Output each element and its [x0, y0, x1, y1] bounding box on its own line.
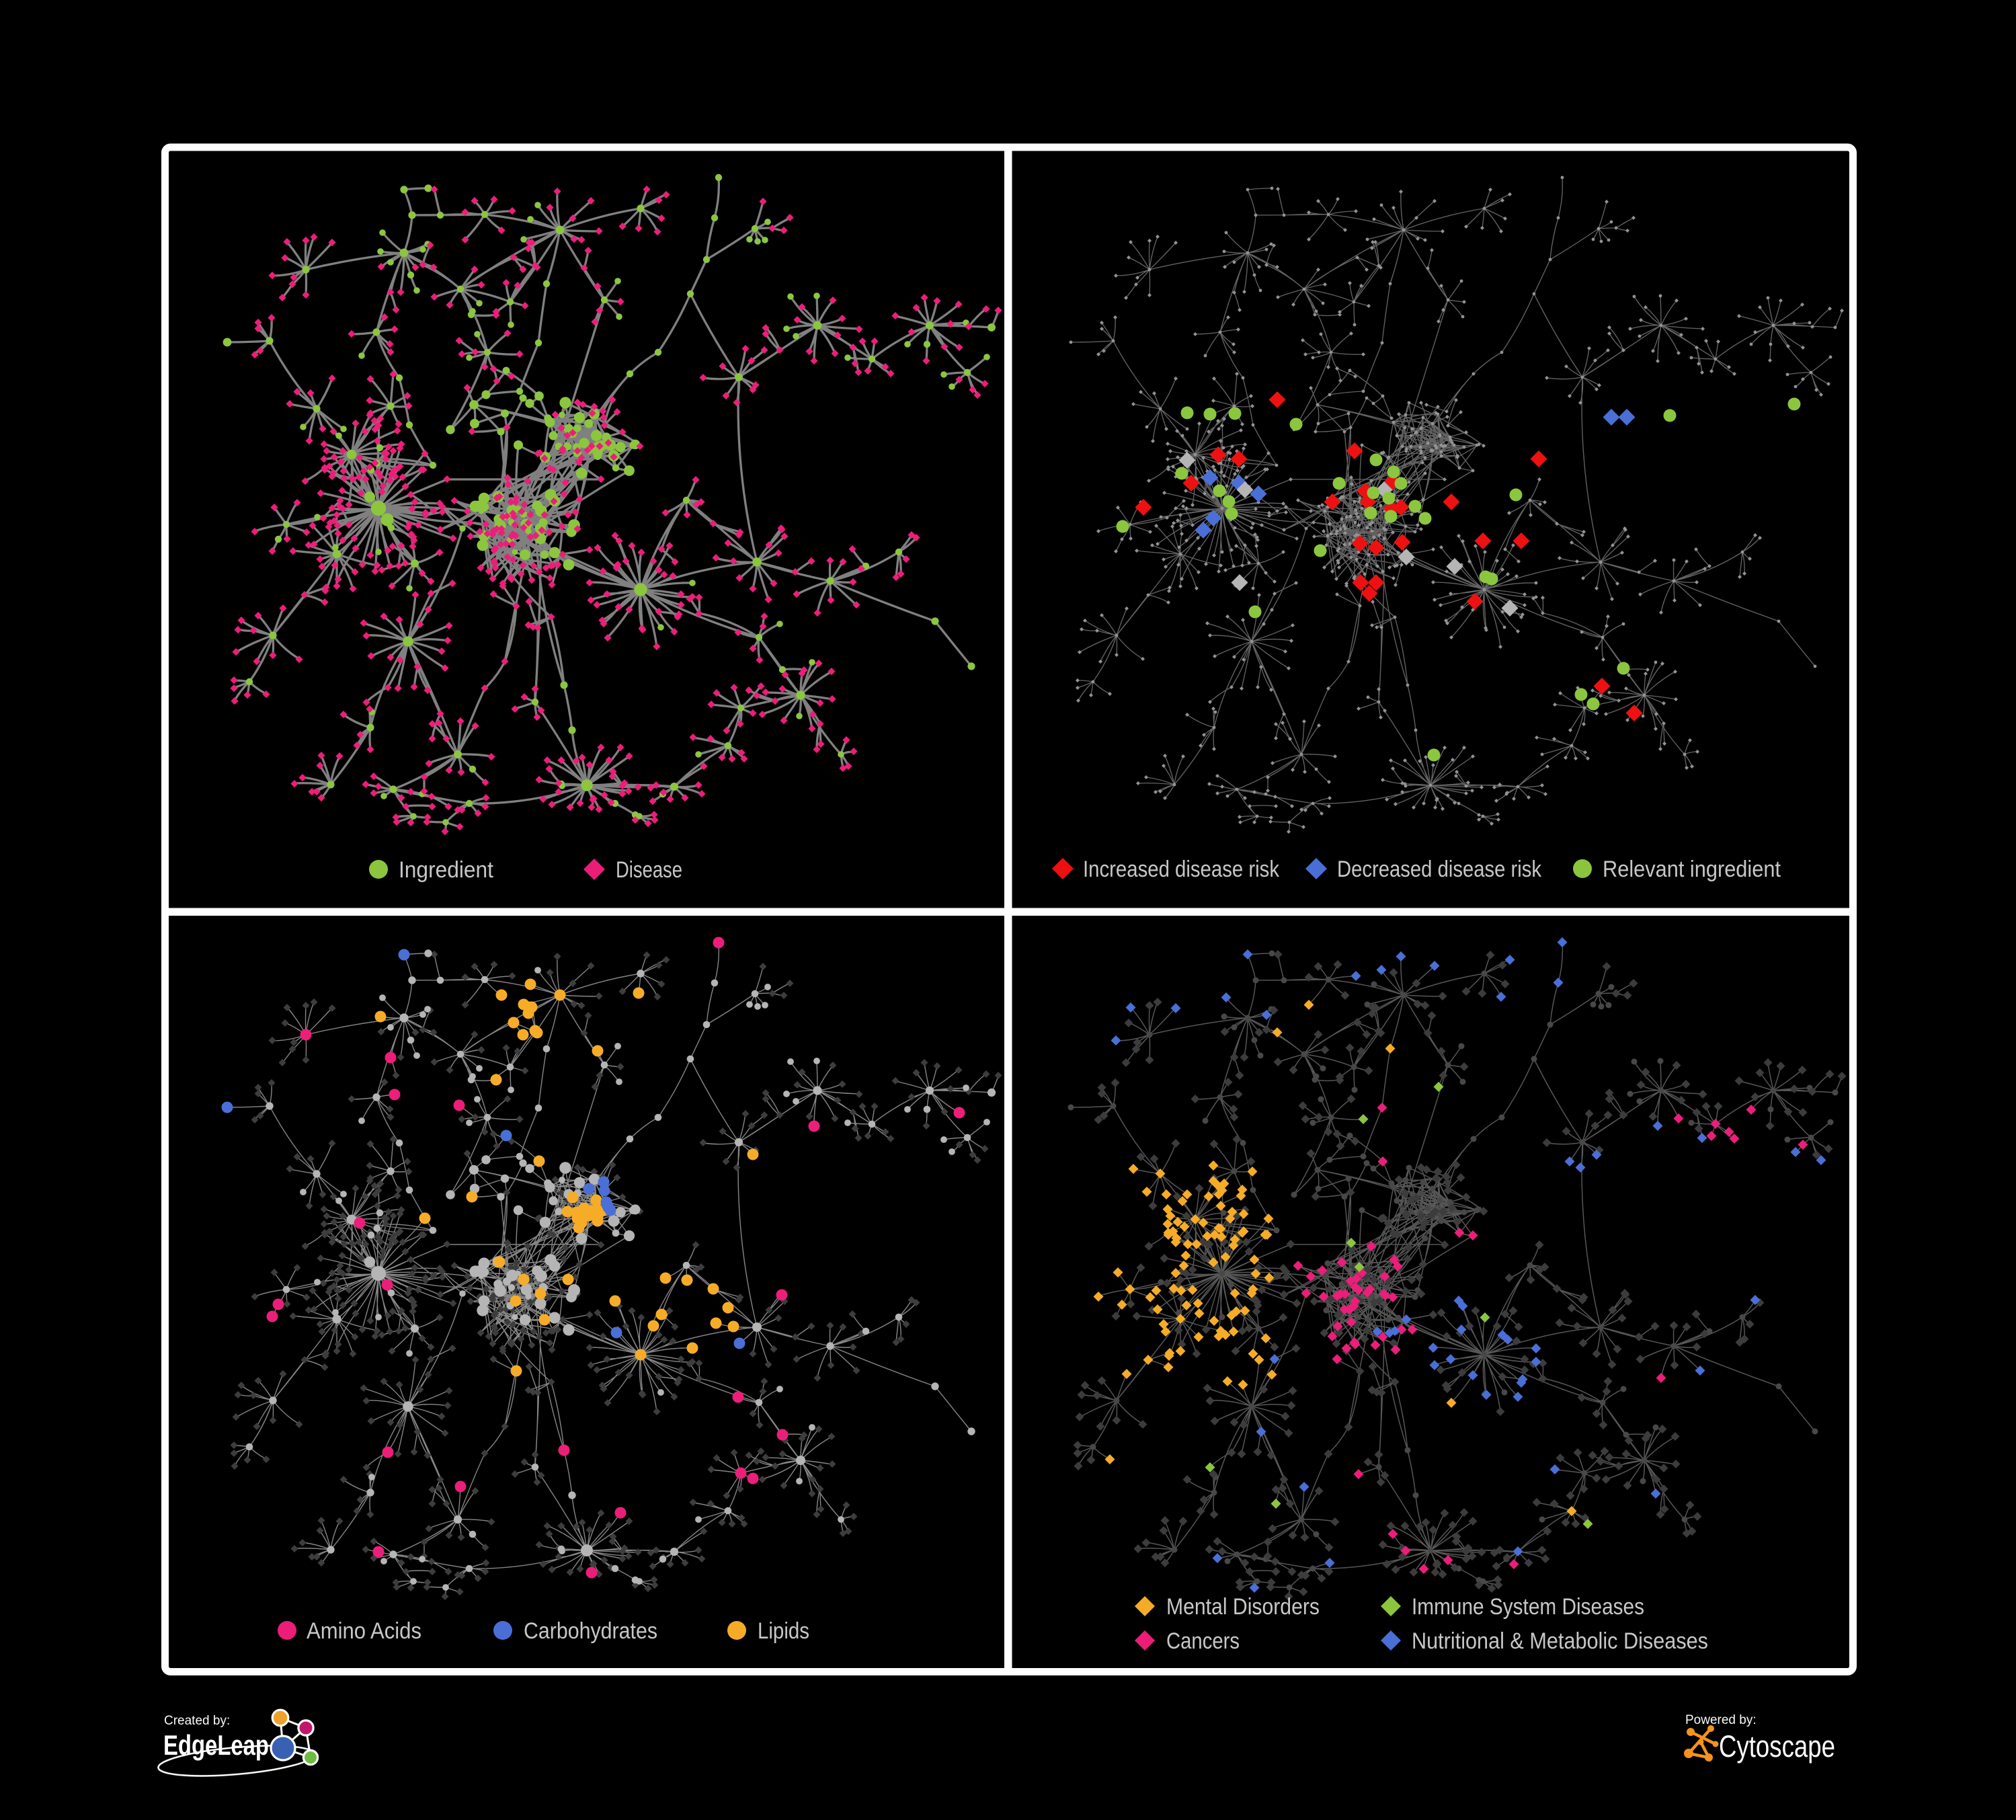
- svg-text:Cancers: Cancers: [1166, 1628, 1240, 1654]
- svg-text:Ingredient: Ingredient: [399, 857, 494, 883]
- svg-text:Cytoscape: Cytoscape: [1719, 1729, 1835, 1764]
- svg-text:Relevant ingredient: Relevant ingredient: [1603, 857, 1781, 882]
- svg-text:Decreased disease risk: Decreased disease risk: [1337, 857, 1542, 882]
- svg-text:Amino Acids: Amino Acids: [307, 1618, 421, 1644]
- svg-text:Created by:: Created by:: [164, 1714, 230, 1728]
- svg-text:Mental Disorders: Mental Disorders: [1166, 1594, 1320, 1620]
- svg-text:Immune System Diseases: Immune System Diseases: [1412, 1594, 1644, 1620]
- svg-text:Carbohydrates: Carbohydrates: [524, 1618, 657, 1644]
- svg-text:EdgeLeap: EdgeLeap: [163, 1729, 269, 1761]
- svg-text:Disease: Disease: [616, 857, 682, 883]
- svg-text:Lipids: Lipids: [758, 1618, 809, 1644]
- svg-text:Increased disease risk: Increased disease risk: [1083, 857, 1280, 882]
- svg-text:Powered by:: Powered by:: [1685, 1713, 1757, 1727]
- svg-text:Nutritional & Metabolic Diseas: Nutritional & Metabolic Diseases: [1412, 1628, 1708, 1654]
